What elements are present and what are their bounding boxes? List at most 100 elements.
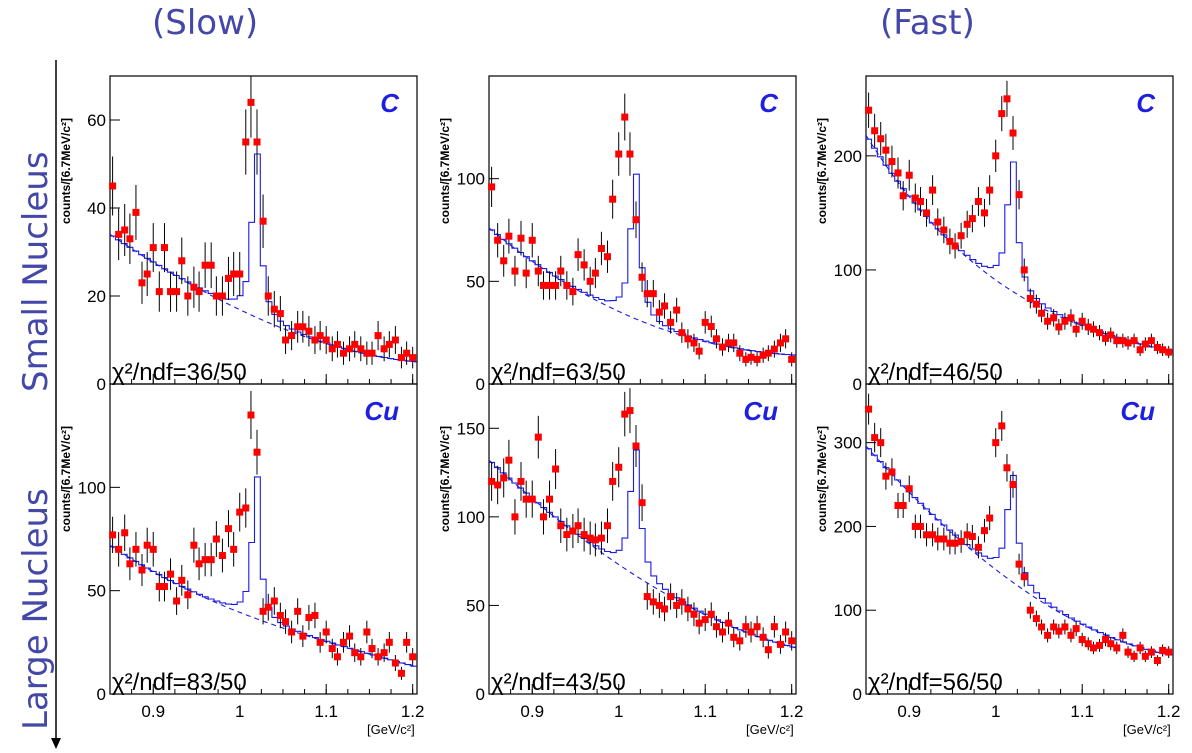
data-point: [178, 565, 186, 596]
data-marker: [684, 335, 692, 343]
data-point: [597, 521, 605, 555]
y-tick-label-zero: 0: [476, 375, 485, 394]
data-point: [1124, 646, 1132, 659]
data-point: [368, 341, 376, 365]
data-point: [957, 222, 965, 249]
data-marker: [1102, 334, 1110, 342]
y-axis-label: counts/[6.7MeV/c²]: [59, 118, 73, 224]
data-marker: [1107, 640, 1115, 648]
data-point: [138, 553, 146, 587]
data-point: [888, 145, 896, 178]
data-point: [1009, 116, 1017, 150]
data-point: [1153, 341, 1161, 354]
data-point: [368, 638, 376, 659]
data-marker: [397, 354, 405, 362]
total-fit-histogram: [866, 138, 1173, 352]
data-point: [1026, 288, 1034, 309]
data-point: [190, 266, 198, 308]
y-tick-label: 50: [466, 596, 485, 615]
data-marker: [299, 632, 307, 640]
data-marker: [643, 593, 651, 601]
data-point: [667, 311, 675, 334]
data-point: [1147, 333, 1155, 348]
data-point: [1119, 333, 1127, 348]
data-marker: [626, 407, 634, 415]
data-point: [974, 536, 982, 559]
data-marker: [391, 659, 399, 667]
data-point: [1055, 318, 1063, 336]
data-marker: [563, 281, 571, 289]
data-point: [673, 592, 681, 618]
data-marker: [132, 545, 140, 553]
data-point: [167, 558, 175, 590]
data-point: [1044, 628, 1052, 643]
data-point: [1130, 333, 1138, 348]
data-point: [871, 113, 879, 148]
data-marker: [528, 495, 536, 503]
data-point: [911, 514, 919, 539]
data-point: [736, 345, 744, 362]
data-point: [770, 615, 778, 638]
data-marker: [539, 513, 547, 521]
data-marker: [753, 355, 761, 363]
data-marker: [522, 495, 530, 503]
data-point: [155, 571, 163, 602]
data-marker: [1050, 314, 1058, 322]
panel-2: 50 100 0 counts/[6.7MeV/c²] Cχ²/ndf=63/50: [438, 75, 797, 394]
data-marker: [1113, 337, 1121, 345]
data-marker: [894, 169, 902, 177]
data-marker: [385, 638, 393, 646]
data-point: [409, 346, 417, 369]
data-marker: [212, 292, 220, 300]
data-marker: [138, 566, 146, 574]
data-point: [707, 602, 715, 627]
y-tick-label: 50: [87, 582, 106, 601]
data-marker: [488, 183, 496, 191]
data-marker: [1015, 560, 1023, 568]
data-point: [236, 492, 244, 532]
data-point: [569, 514, 577, 549]
x-tick-label: 1.2: [1157, 702, 1181, 721]
data-marker: [1020, 266, 1028, 274]
data-marker: [115, 230, 123, 238]
data-marker: [747, 353, 755, 361]
data-point: [764, 345, 772, 362]
data-marker: [552, 465, 560, 473]
data-point: [557, 255, 565, 287]
data-marker: [770, 623, 778, 631]
total-fit-histogram: [110, 153, 417, 363]
data-marker: [718, 343, 726, 351]
data-point: [968, 524, 976, 548]
data-marker: [368, 349, 376, 357]
data-marker: [1159, 346, 1167, 354]
data-marker: [655, 308, 663, 316]
data-point: [603, 508, 611, 543]
data-marker: [242, 504, 250, 512]
data-point: [626, 388, 634, 433]
data-marker: [673, 306, 681, 314]
data-point: [934, 527, 942, 551]
data-marker: [569, 527, 577, 535]
data-point: [288, 620, 296, 644]
data-marker: [1113, 644, 1121, 652]
data-point: [1153, 655, 1161, 666]
data-point: [121, 514, 129, 552]
data-marker: [764, 646, 772, 654]
data-point: [253, 109, 261, 175]
data-marker: [230, 545, 238, 553]
header-slow: (Slow): [152, 3, 259, 43]
data-marker: [911, 522, 919, 530]
data-marker: [1072, 325, 1080, 333]
data-point: [242, 109, 250, 175]
data-point: [264, 593, 272, 621]
data-marker: [201, 556, 209, 564]
data-point: [1089, 641, 1097, 655]
data-point: [552, 449, 560, 489]
data-point: [190, 527, 198, 563]
data-point: [1113, 333, 1121, 348]
data-point: [615, 447, 623, 488]
data-point: [557, 508, 565, 543]
data-marker: [712, 335, 720, 343]
y-axis-label: counts/[6.7MeV/c²]: [815, 426, 829, 532]
